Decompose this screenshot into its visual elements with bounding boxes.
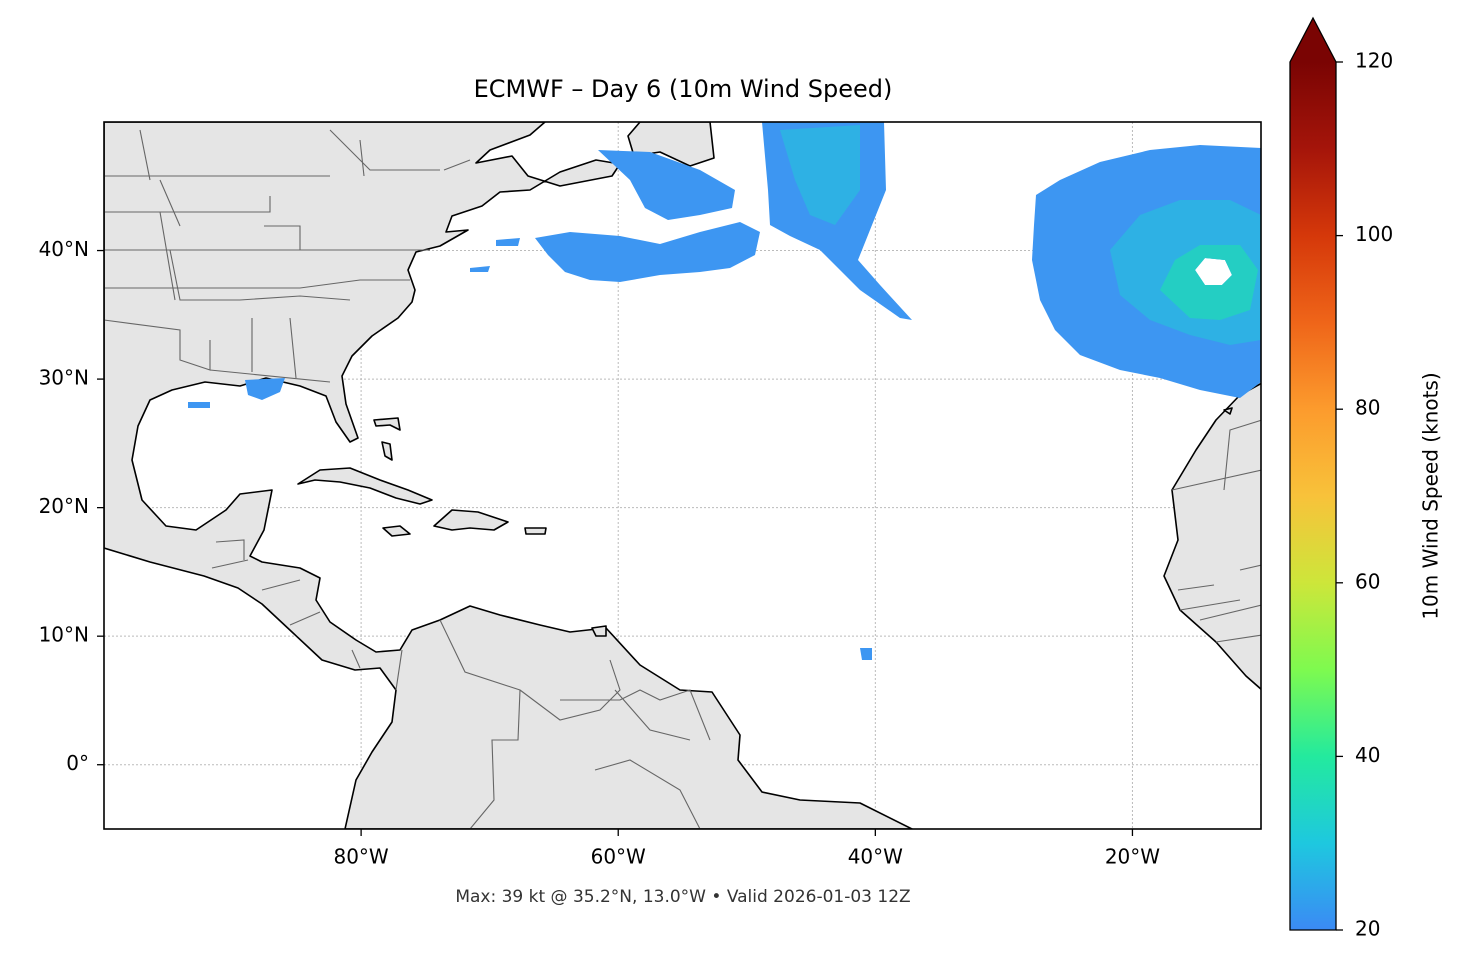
- y-tick-label: 10°N: [39, 623, 89, 647]
- y-tick-label: 30°N: [39, 366, 89, 390]
- jamaica: [382, 525, 411, 537]
- americas: [104, 122, 913, 829]
- wind-streak-core: [780, 125, 860, 225]
- africa: [1163, 382, 1261, 691]
- bahamas: [373, 417, 401, 461]
- trinidad: [591, 625, 607, 637]
- colorbar-tick-label: 60: [1355, 569, 1380, 593]
- cuba: [297, 467, 433, 505]
- newfoundland: [627, 122, 715, 167]
- borders: [104, 129, 1261, 829]
- y-tick-label: 0°: [66, 751, 89, 775]
- colorbar-label: 10m Wind Speed (knots): [1419, 372, 1443, 619]
- wind-field: [188, 122, 1261, 660]
- y-tick-label: 40°N: [39, 237, 89, 261]
- cyclone-max: [1160, 245, 1258, 320]
- colorbar-tick-label: 80: [1355, 396, 1380, 420]
- x-tick-label: 40°W: [848, 845, 903, 869]
- wind-band-west: [535, 222, 760, 282]
- hispaniola: [433, 509, 509, 531]
- colorbar-tick-label: 20: [1355, 917, 1380, 941]
- x-tick-label: 80°W: [333, 845, 388, 869]
- colorbar-outline: [1289, 16, 1337, 931]
- y-tick-label: 20°N: [39, 494, 89, 518]
- colorbar: 20 40 60 80 100 120 10m Wind Speed (knots): [1289, 16, 1443, 941]
- map-area: [104, 122, 1261, 829]
- colorbar-tick-label: 120: [1355, 49, 1393, 73]
- colorbar-tick-label: 40: [1355, 743, 1380, 767]
- footer-note: Max: 39 kt @ 35.2°N, 13.0°W • Valid 2026…: [455, 887, 910, 907]
- colorbar-gradient: [1290, 62, 1336, 930]
- colorbar-extension: [1290, 18, 1336, 62]
- canary-islands: [1223, 407, 1233, 415]
- map-title: ECMWF – Day 6 (10m Wind Speed): [474, 75, 893, 103]
- map-frame: [103, 121, 1262, 830]
- axes: 80°W 60°W 40°W 20°W 0° 10°N 20°N 30°N 40°N: [39, 237, 1161, 868]
- puerto-rico: [524, 527, 547, 535]
- x-tick-label: 20°W: [1105, 845, 1160, 869]
- colorbar-tick-label: 100: [1355, 222, 1393, 246]
- x-tick-label: 60°W: [591, 845, 646, 869]
- wind-band-north: [598, 150, 735, 220]
